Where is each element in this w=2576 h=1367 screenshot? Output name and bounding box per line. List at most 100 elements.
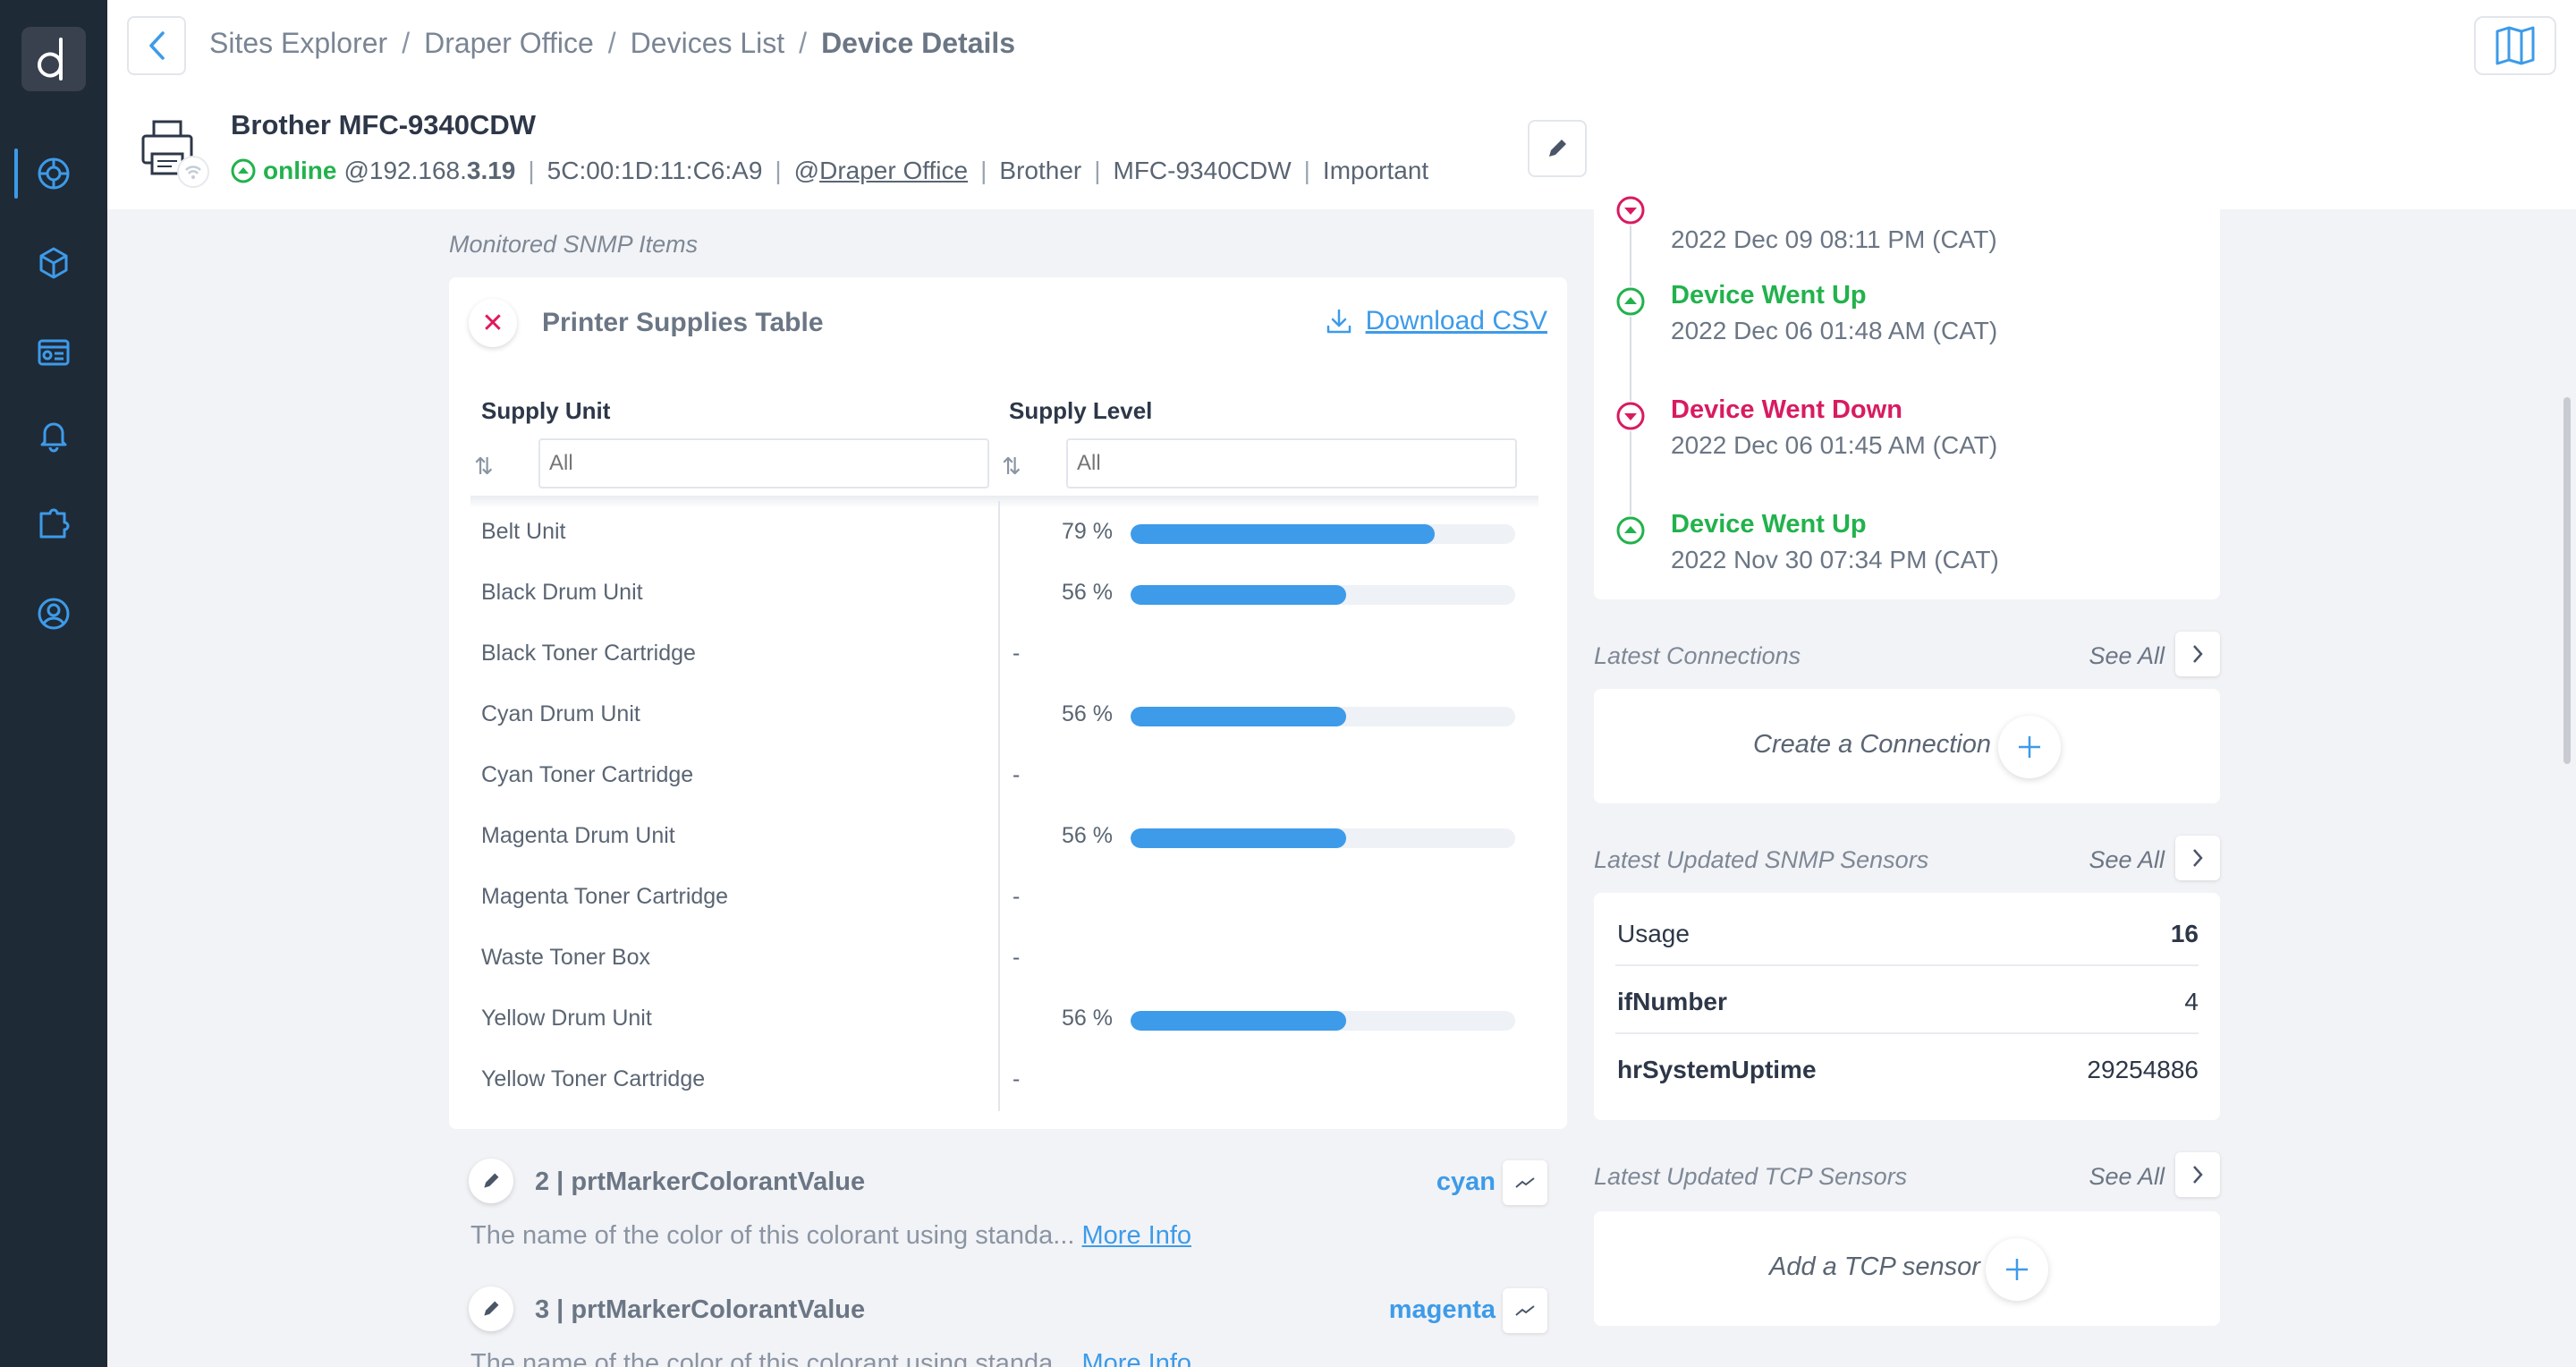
meta-separator: |: [980, 157, 987, 184]
snmp-sensors-see-all[interactable]: See All: [2089, 846, 2165, 873]
breadcrumb-devices-list[interactable]: Devices List: [630, 27, 785, 59]
sensor-name: ifNumber: [1617, 988, 1727, 1015]
supply-unit-filter[interactable]: [538, 438, 989, 488]
sort-icon[interactable]: ⇅: [474, 453, 494, 480]
trend-icon: [1515, 1177, 1535, 1188]
sidebar: [0, 0, 107, 1367]
printer-supplies-card: ✕ Printer Supplies Table Download CSV Su…: [449, 277, 1567, 1129]
timeline-line: [1630, 209, 1631, 540]
supply-unit: Black Toner Cartridge: [481, 641, 696, 666]
puzzle-icon: [39, 508, 70, 539]
nav-dashboard[interactable]: [0, 320, 107, 385]
supply-unit: Belt Unit: [481, 519, 566, 544]
nav-account[interactable]: [0, 582, 107, 646]
book-icon: [2496, 26, 2535, 65]
event-title: Device Went Up: [1671, 281, 1867, 310]
tcp-sensors-next-button[interactable]: [2175, 1152, 2220, 1197]
plus-icon: [2019, 736, 2040, 758]
meta-separator: |: [1303, 157, 1310, 184]
supply-row: Yellow Drum Unit 56 %: [481, 988, 1537, 1049]
trend-button[interactable]: [1503, 1160, 1547, 1205]
supply-level-empty: -: [1013, 762, 1021, 787]
supply-unit: Cyan Drum Unit: [481, 701, 640, 726]
meta-separator: |: [1094, 157, 1101, 184]
sensor-row[interactable]: ifNumber 4: [1615, 966, 2199, 1034]
event-date: 2022 Dec 06 01:48 AM (CAT): [1671, 317, 1998, 344]
event-date: 2022 Dec 09 08:11 PM (CAT): [1671, 225, 1997, 253]
sensor-name: hrSystemUptime: [1617, 1056, 1817, 1083]
connections-card: Create a Connection: [1594, 689, 2220, 803]
header-shadow: [470, 496, 1538, 508]
supply-level-empty: -: [1013, 884, 1021, 909]
connections-see-all[interactable]: See All: [2089, 642, 2165, 669]
snmp-sensors-label: Latest Updated SNMP Sensors: [1594, 846, 1929, 873]
connections-next-button[interactable]: [2175, 632, 2220, 676]
breadcrumb-sites-explorer[interactable]: Sites Explorer: [209, 27, 388, 59]
trend-icon: [1515, 1305, 1535, 1316]
nav-integrations[interactable]: [0, 492, 107, 556]
tcp-sensors-see-all[interactable]: See All: [2089, 1163, 2165, 1190]
docs-button[interactable]: [2474, 16, 2556, 75]
device-name: Brother MFC-9340CDW: [231, 109, 537, 140]
breadcrumb-draper-office[interactable]: Draper Office: [424, 27, 594, 59]
device-ip: @192.168.3.19: [343, 157, 515, 185]
device-down-icon: [1615, 401, 1646, 431]
nav-alerts[interactable]: [0, 403, 107, 467]
back-button[interactable]: [127, 16, 186, 75]
sensor-row[interactable]: hrSystemUptime 29254886: [1615, 1034, 2199, 1102]
event-date: 2022 Dec 06 01:45 AM (CAT): [1671, 431, 1998, 459]
nav-devices[interactable]: [0, 231, 107, 295]
event-date: 2022 Nov 30 07:34 PM (CAT): [1671, 546, 1999, 573]
sensor-value: 16: [2170, 920, 2199, 947]
events-timeline-card: 2022 Dec 09 08:11 PM (CAT) Device Went Up…: [1594, 195, 2220, 599]
sensor-value: 4: [2184, 988, 2199, 1015]
supply-row: Yellow Toner Cartridge -: [481, 1049, 1537, 1109]
supply-level-fill: [1131, 524, 1435, 544]
snmp-sensors-next-button[interactable]: [2175, 836, 2220, 880]
edit-item-button[interactable]: [469, 1286, 513, 1331]
create-connection-text[interactable]: Create a Connection: [1753, 730, 1991, 759]
supply-unit: Black Drum Unit: [481, 580, 643, 605]
sensor-value: 29254886: [2087, 1056, 2199, 1083]
add-tcp-sensor-button[interactable]: [1986, 1238, 2048, 1301]
event-title: Device Went Up: [1671, 510, 1867, 539]
dashboard-icon: [38, 339, 70, 366]
device-importance: Important: [1322, 157, 1429, 184]
close-icon: ✕: [481, 308, 504, 338]
device-up-icon: [1615, 286, 1646, 317]
col-supply-level[interactable]: Supply Level: [1009, 397, 1153, 424]
download-csv-link[interactable]: Download CSV: [1325, 306, 1547, 336]
supply-level-percent: 56 %: [1062, 823, 1113, 848]
breadcrumb-separator: /: [607, 27, 616, 59]
supply-level-bar: [1131, 707, 1515, 726]
device-site-link[interactable]: Draper Office: [819, 157, 969, 184]
download-icon: [1326, 309, 1351, 334]
edit-item-button[interactable]: [469, 1159, 513, 1203]
close-button[interactable]: ✕: [469, 299, 517, 347]
supply-level-bar: [1131, 585, 1515, 605]
supply-level-filter[interactable]: [1066, 438, 1517, 488]
page-scrollbar[interactable]: [2563, 397, 2571, 764]
add-tcp-sensor-text[interactable]: Add a TCP sensor: [1769, 1252, 1980, 1281]
trend-button[interactable]: [1503, 1288, 1547, 1333]
supply-level-fill: [1131, 585, 1346, 605]
more-info-link[interactable]: More Info: [1081, 1221, 1192, 1250]
network-globe-icon: [38, 157, 70, 190]
create-connection-button[interactable]: [1998, 716, 2061, 778]
snmp-item-2: 2 | prtMarkerColorantValue cyan The name…: [449, 1159, 1567, 1266]
pencil-icon: [484, 1173, 499, 1188]
nav-sites[interactable]: [0, 141, 107, 206]
chevron-right-icon: [2193, 645, 2203, 663]
supply-level-percent: 56 %: [1062, 1006, 1113, 1031]
bell-icon: [40, 422, 67, 453]
device-ip-prefix: @192.168.: [343, 157, 467, 184]
sensor-row[interactable]: Usage 16: [1615, 898, 2199, 966]
supply-unit: Magenta Drum Unit: [481, 823, 675, 848]
edit-device-button[interactable]: [1528, 120, 1587, 177]
app-logo[interactable]: [21, 27, 86, 91]
snmp-sensors-card: Usage 16 ifNumber 4 hrSystemUptime 29254…: [1594, 893, 2220, 1120]
sort-icon[interactable]: ⇅: [1002, 453, 1021, 480]
more-info-link[interactable]: More Info: [1081, 1349, 1192, 1367]
tcp-sensors-label: Latest Updated TCP Sensors: [1594, 1163, 1908, 1190]
col-supply-unit[interactable]: Supply Unit: [481, 397, 611, 424]
